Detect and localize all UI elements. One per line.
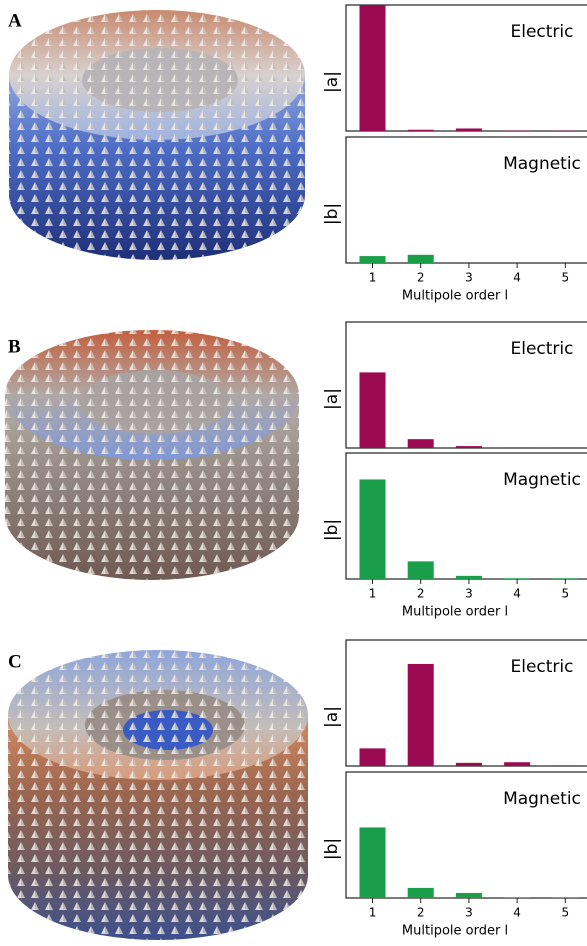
panel-label: B — [8, 336, 21, 357]
y-axis-label: |a| — [322, 388, 342, 410]
bar — [456, 576, 482, 579]
y-axis-label: |a| — [322, 706, 342, 728]
x-tick-label: 3 — [465, 271, 473, 285]
y-axis-label: |b| — [322, 519, 342, 541]
bar — [456, 763, 482, 766]
bar — [456, 446, 482, 448]
figure: A Electric |a| Magnetic |b| 1 2 3 4 5 Multipole or… — [0, 0, 587, 946]
bar — [359, 748, 385, 766]
panel-title: Magnetic — [503, 154, 581, 174]
x-axis-label: Multipole order l — [402, 924, 508, 939]
bar — [408, 439, 434, 448]
bar — [359, 256, 385, 263]
bar — [552, 447, 578, 448]
panel-title: Magnetic — [503, 470, 581, 490]
bar — [552, 578, 578, 579]
x-axis-label: Multipole order l — [402, 605, 508, 620]
x-tick-label: 1 — [369, 906, 377, 920]
x-tick-label: 3 — [465, 587, 473, 601]
torus-render — [9, 10, 305, 260]
bar — [359, 5, 385, 131]
bar — [504, 447, 530, 448]
x-tick-label: 4 — [513, 271, 521, 285]
torus-render — [8, 650, 308, 940]
panel-title: Electric — [511, 339, 574, 359]
panel-title: Electric — [511, 657, 574, 677]
y-axis-label: |b| — [322, 838, 342, 860]
bar — [359, 827, 385, 898]
bar — [504, 762, 530, 766]
x-tick-label: 4 — [513, 587, 521, 601]
x-tick-label: 1 — [369, 271, 377, 285]
bar — [359, 372, 385, 448]
panel-label: C — [8, 651, 22, 672]
bar — [552, 897, 578, 898]
x-tick-label: 5 — [561, 906, 569, 920]
panel-label: A — [8, 10, 22, 31]
y-axis-label: |b| — [322, 203, 342, 225]
torus-render — [5, 330, 299, 580]
bar — [456, 128, 482, 131]
x-tick-label: 2 — [417, 271, 425, 285]
x-tick-label: 3 — [465, 906, 473, 920]
bar — [552, 765, 578, 766]
bar — [408, 130, 434, 131]
bar — [408, 888, 434, 898]
x-tick-label: 5 — [561, 587, 569, 601]
bar — [408, 664, 434, 766]
x-tick-label: 5 — [561, 271, 569, 285]
panel-title: Magnetic — [503, 789, 581, 809]
bar — [456, 893, 482, 898]
bar — [408, 561, 434, 579]
x-axis-label: Multipole order l — [402, 289, 508, 304]
x-tick-label: 1 — [369, 587, 377, 601]
bar — [504, 578, 530, 579]
y-axis-label: |a| — [322, 71, 342, 93]
x-tick-label: 2 — [417, 906, 425, 920]
x-tick-label: 4 — [513, 906, 521, 920]
bar — [408, 255, 434, 263]
x-tick-label: 2 — [417, 587, 425, 601]
panel-title: Electric — [511, 22, 574, 42]
bar — [504, 897, 530, 898]
bar — [359, 479, 385, 579]
